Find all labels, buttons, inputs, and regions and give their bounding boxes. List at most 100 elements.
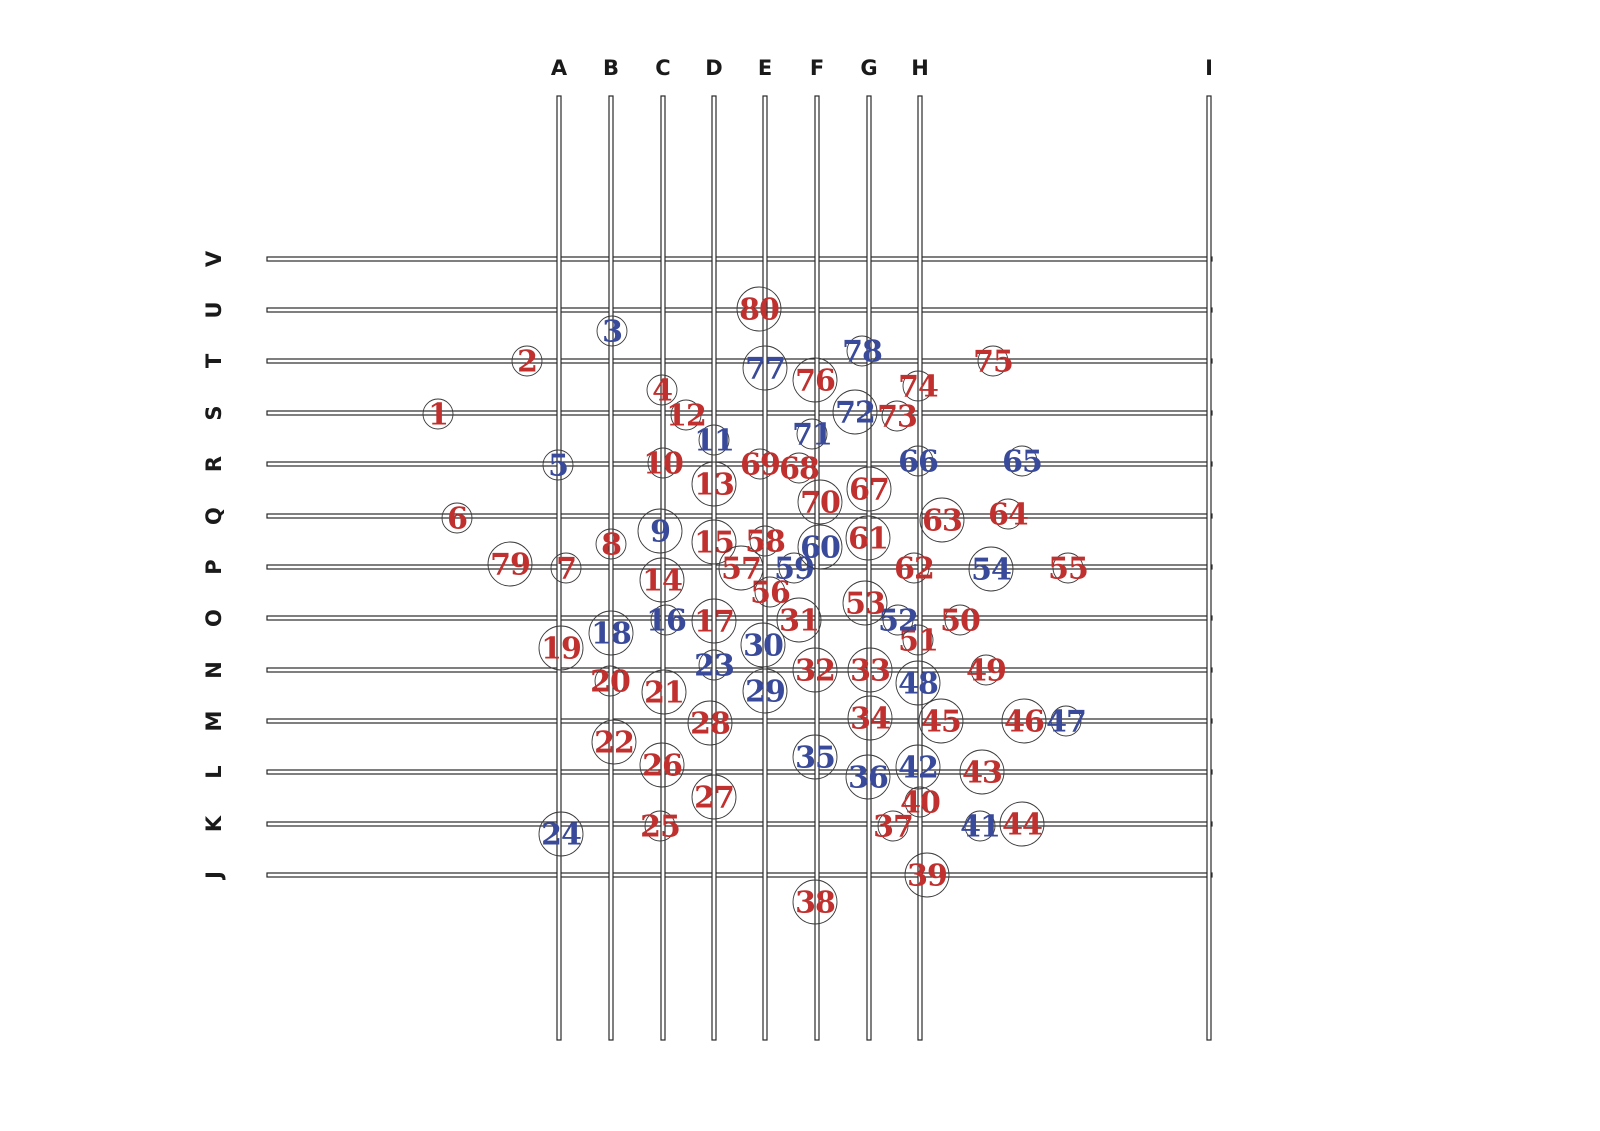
row-label-t: T [202, 353, 226, 368]
marker-label: 60 [800, 531, 840, 566]
marker-label: 50 [940, 604, 980, 639]
marker-49: 49 [966, 654, 1007, 689]
marker-ring [792, 879, 838, 925]
marker-label: 34 [850, 702, 890, 737]
marker-ring [944, 604, 976, 636]
marker-33: 33 [847, 647, 893, 693]
marker-label: 42 [898, 751, 938, 786]
marker-30: 30 [740, 622, 786, 668]
marker-68: 68 [779, 452, 820, 487]
marker-65: 65 [1002, 445, 1043, 480]
marker-62: 62 [894, 552, 935, 587]
marker-ring [999, 801, 1045, 847]
marker-ring [538, 811, 584, 857]
marker-7: 7 [550, 552, 582, 587]
marker-59: 59 [774, 552, 815, 587]
marker-label: 27 [694, 781, 734, 816]
marker-label: 46 [1004, 705, 1044, 740]
marker-label: 58 [745, 525, 785, 560]
marker-ring [792, 357, 838, 403]
marker-63: 63 [919, 497, 965, 543]
column-line-c [660, 95, 666, 1041]
marker-22: 22 [591, 719, 637, 765]
marker-70: 70 [797, 479, 843, 525]
marker-label: 44 [1002, 808, 1042, 843]
marker-label: 64 [988, 498, 1028, 533]
marker-label: 65 [1002, 445, 1042, 480]
marker-36: 36 [845, 754, 891, 800]
marker-ring [847, 695, 893, 741]
column-line-a [556, 95, 562, 1041]
marker-ring [749, 525, 781, 557]
marker-label: 63 [922, 504, 962, 539]
marker-label: 69 [740, 448, 780, 483]
marker-ring [644, 810, 676, 842]
marker-67: 67 [846, 466, 892, 512]
marker-label: 77 [745, 352, 785, 387]
marker-2: 2 [511, 345, 543, 380]
marker-17: 17 [691, 598, 737, 644]
marker-label: 33 [850, 654, 890, 689]
marker-28: 28 [687, 700, 733, 746]
marker-5: 5 [542, 449, 574, 484]
marker-10: 10 [643, 447, 684, 482]
marker-ring [538, 625, 584, 671]
column-line-b [608, 95, 614, 1041]
marker-ring [902, 624, 934, 656]
marker-label: 70 [800, 486, 840, 521]
marker-label: 55 [1048, 552, 1088, 587]
marker-ring [846, 335, 878, 367]
column-label-b: B [603, 56, 619, 80]
marker-label: 40 [900, 786, 940, 821]
marker-label: 2 [517, 345, 537, 380]
marker-ring [670, 399, 702, 431]
marker-18: 18 [588, 610, 634, 656]
marker-76: 76 [792, 357, 838, 403]
marker-label: 38 [795, 886, 835, 921]
marker-ring [742, 345, 788, 391]
marker-label: 76 [795, 364, 835, 399]
marker-label: 36 [848, 761, 888, 796]
column-line-i [1206, 95, 1212, 1041]
marker-60: 60 [797, 524, 843, 570]
column-line-h [917, 95, 923, 1041]
marker-label: 4 [652, 374, 672, 409]
marker-label: 12 [666, 399, 706, 434]
marker-19: 19 [538, 625, 584, 671]
marker-label: 31 [779, 604, 819, 639]
marker-69: 69 [740, 448, 781, 483]
marker-38: 38 [792, 879, 838, 925]
marker-label: 32 [795, 654, 835, 689]
marker-label: 61 [848, 522, 888, 557]
marker-71: 71 [792, 418, 833, 453]
marker-label: 6 [447, 502, 467, 537]
marker-46: 46 [1001, 698, 1047, 744]
marker-label: 1 [428, 398, 448, 433]
marker-label: 75 [973, 345, 1013, 380]
marker-ring [918, 698, 964, 744]
marker-ring [904, 786, 936, 818]
marker-label: 62 [894, 552, 934, 587]
row-line-p [266, 564, 1213, 570]
marker-label: 23 [694, 649, 734, 684]
marker-ring [845, 754, 891, 800]
marker-15: 15 [691, 519, 737, 565]
marker-35: 35 [792, 734, 838, 780]
marker-55: 55 [1048, 552, 1089, 587]
marker-32: 32 [792, 647, 838, 693]
column-label-e: E [758, 56, 772, 80]
marker-11: 11 [694, 424, 735, 459]
marker-label: 43 [962, 756, 1002, 791]
row-line-m [266, 718, 1213, 724]
marker-label: 74 [898, 370, 938, 405]
marker-ring [691, 774, 737, 820]
marker-label: 41 [960, 810, 1000, 845]
marker-ring [736, 286, 782, 332]
marker-ring [919, 497, 965, 543]
marker-ring [646, 374, 678, 406]
marker-14: 14 [639, 557, 685, 603]
marker-label: 73 [877, 400, 917, 435]
marker-ring [881, 400, 913, 432]
marker-79: 79 [487, 541, 533, 587]
marker-label: 20 [590, 665, 630, 700]
